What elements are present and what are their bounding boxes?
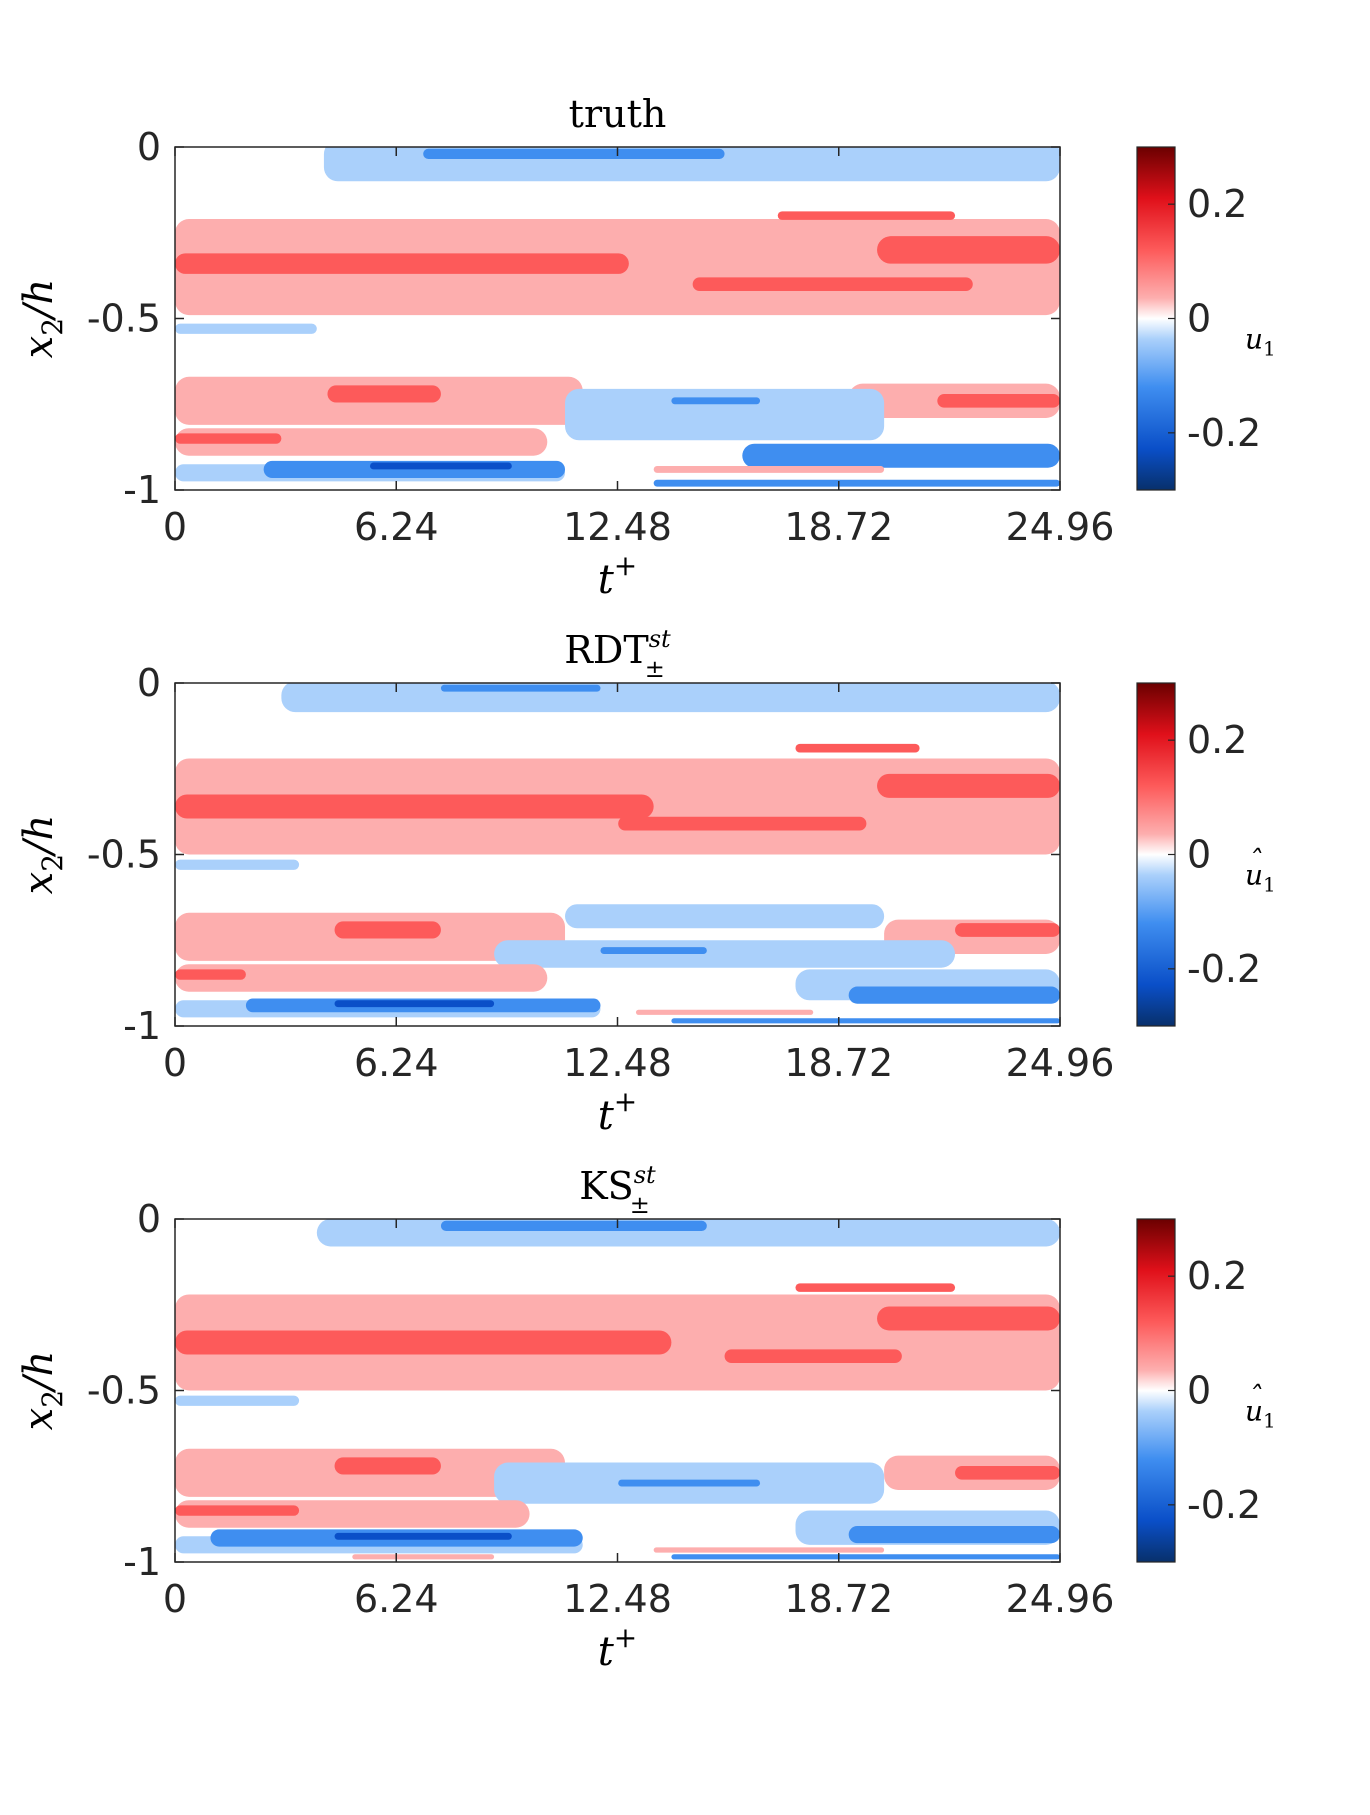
contour-region-light-red <box>175 964 548 992</box>
contour-region-mid-red <box>937 393 1060 408</box>
colorbar-tick-label: -0.2 <box>1187 411 1261 455</box>
colorbar-tick-label: 0 <box>1187 833 1211 877</box>
x-tick-label: 12.48 <box>563 505 672 549</box>
x-tick-label: 18.72 <box>784 1041 893 1085</box>
contour-region-mid-red <box>877 773 1060 798</box>
panel-1: 0 6.24 12.48 18.72 24.96 0 -0.5 -1 truth t+ x2/h 0.… <box>16 92 1276 603</box>
contour-region-mid-red <box>334 1457 441 1475</box>
contour-region-mid-red <box>795 743 920 753</box>
y-tick-label: -1 <box>123 468 161 512</box>
contour-region-mid-blue <box>440 1220 707 1232</box>
y-tick-label: 0 <box>137 661 161 705</box>
x-tick-label: 6.24 <box>354 1577 439 1621</box>
contour-region-strong-blue <box>370 462 512 470</box>
contour-region-mid-blue <box>671 1018 1060 1024</box>
x-tick-label: 18.72 <box>784 505 893 549</box>
contour-region-mid-blue <box>671 1554 1060 1560</box>
contour-region-mid-red <box>795 1283 956 1292</box>
contour-region-mid-red <box>175 433 282 444</box>
x-tick-label: 18.72 <box>784 1577 893 1621</box>
colorbar-tick-label: 0.2 <box>1187 182 1247 226</box>
contour-region-mid-blue <box>618 1479 761 1487</box>
y-tick-label: -0.5 <box>87 833 161 877</box>
contour-region-mid-red <box>955 923 1060 937</box>
x-tick-label: 6.24 <box>354 505 439 549</box>
colorbar-label: u1 <box>1245 1395 1276 1433</box>
contour-region-mid-red <box>618 816 867 831</box>
contour-region-light-red <box>352 1554 495 1560</box>
contour-region-mid-blue <box>423 148 725 160</box>
y-axis-label: x2/h <box>16 1351 69 1431</box>
contour-region-light-red <box>653 1547 885 1553</box>
colorbar-tick-label: 0.2 <box>1187 718 1247 762</box>
contour-region-mid-red <box>877 236 1060 264</box>
contour-region-mid-red <box>175 253 629 274</box>
contour-region-light-blue <box>565 904 885 929</box>
panel-title: KSst ± <box>579 1161 656 1219</box>
contour-region-mid-blue <box>671 397 761 405</box>
contour-region-mid-red <box>877 1306 1060 1331</box>
x-tick-label: 0 <box>163 505 187 549</box>
y-tick-label: -1 <box>123 1540 161 1584</box>
contour-region-mid-red <box>334 921 441 939</box>
colorbar-tick-label: -0.2 <box>1187 947 1261 991</box>
contour-region-mid-red <box>724 1349 902 1364</box>
contour-region-mid-red <box>175 1330 672 1355</box>
colorbar-label-hat: ˆ <box>1248 845 1262 878</box>
panel-3: 0 6.24 12.48 18.72 24.96 0 -0.5 -1 KSst ± t+ x2/h 0.… <box>16 1161 1276 1675</box>
x-tick-label: 24.96 <box>1006 505 1115 549</box>
colorbar-label: u1 <box>1245 323 1276 361</box>
colorbar-tick-label: 0 <box>1187 1369 1211 1413</box>
contour-region-light-blue <box>494 940 956 968</box>
contour-region-light-blue <box>175 859 300 870</box>
contour-region-mid-blue <box>600 947 707 954</box>
contour-region-light-red <box>653 465 885 473</box>
y-tick-label: -0.5 <box>87 297 161 341</box>
contour-region-strong-blue <box>334 1000 495 1008</box>
x-axis-label: t+ <box>598 1621 638 1675</box>
contour-region-light-blue <box>175 323 317 334</box>
contour-region-mid-red <box>692 277 973 292</box>
x-axis-label: t+ <box>598 1085 638 1139</box>
contour-region-mid-blue <box>742 443 1060 468</box>
x-tick-label: 6.24 <box>354 1041 439 1085</box>
panel-title: truth <box>569 92 667 136</box>
y-tick-label: 0 <box>137 125 161 169</box>
y-tick-label: -0.5 <box>87 1369 161 1413</box>
x-tick-label: 0 <box>163 1041 187 1085</box>
colorbar-label: u1 <box>1245 859 1276 897</box>
contour-region-light-red <box>635 1009 814 1015</box>
contour-region-mid-red <box>175 969 246 980</box>
contour-region-mid-blue <box>848 1525 1060 1544</box>
contour-region-mid-blue <box>848 986 1060 1004</box>
x-tick-label: 12.48 <box>563 1041 672 1085</box>
y-axis-label: x2/h <box>16 815 69 895</box>
x-axis-label: t+ <box>598 549 638 603</box>
contour-region-mid-red <box>175 1505 300 1516</box>
contour-region-light-blue <box>565 388 885 441</box>
contour-region-light-blue <box>281 683 1060 713</box>
x-tick-label: 24.96 <box>1006 1041 1115 1085</box>
contour-region-mid-blue <box>653 479 1060 487</box>
contour-region-mid-blue <box>440 684 601 692</box>
x-tick-label: 24.96 <box>1006 1577 1115 1621</box>
x-tick-label: 12.48 <box>563 1577 672 1621</box>
colorbar-tick-label: -0.2 <box>1187 1483 1261 1527</box>
panel-title: RDTst ± <box>564 625 671 683</box>
colorbar-tick-label: 0 <box>1187 297 1211 341</box>
contour-region-mid-red <box>955 1465 1060 1480</box>
colorbar-label-hat: ˆ <box>1248 1381 1262 1414</box>
colorbar-tick-label: 0.2 <box>1187 1254 1247 1298</box>
contour-region-mid-red <box>327 385 441 403</box>
y-tick-label: 0 <box>137 1197 161 1241</box>
contour-region-light-blue <box>175 1395 300 1406</box>
panel-2: 0 6.24 12.48 18.72 24.96 0 -0.5 -1 RDTst ± t+ x2/h 0… <box>16 625 1276 1139</box>
contour-region-strong-blue <box>334 1532 512 1540</box>
contour-region-mid-red <box>175 794 654 819</box>
contour-region-mid-red <box>777 211 956 220</box>
y-axis-label: x2/h <box>16 279 69 359</box>
x-tick-label: 0 <box>163 1577 187 1621</box>
y-tick-label: -1 <box>123 1004 161 1048</box>
